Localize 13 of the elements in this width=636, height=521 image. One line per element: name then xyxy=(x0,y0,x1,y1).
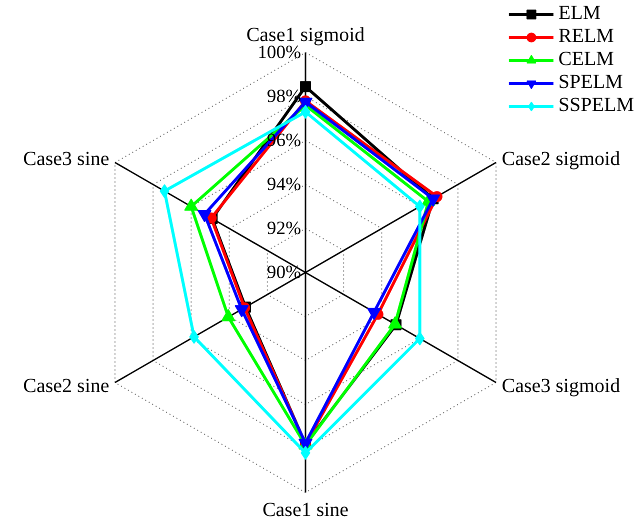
legend-label: SSPELM xyxy=(558,94,634,117)
spoke-label: Case2 sine xyxy=(23,374,110,397)
legend-label: CELM xyxy=(558,48,614,71)
y-tick-label: 90% xyxy=(266,262,302,283)
spoke-label: Case3 sine xyxy=(23,148,110,170)
spoke-label: Case3 sigmoid xyxy=(502,374,620,397)
y-tick-label: 94% xyxy=(266,174,302,195)
legend-label: ELM xyxy=(558,2,601,25)
y-tick-label: 92% xyxy=(266,218,302,239)
legend-label: RELM xyxy=(558,25,614,48)
spoke-label: Case1 sine xyxy=(262,499,349,521)
spoke-label: Case2 sigmoid xyxy=(502,148,620,170)
legend-label: SPELM xyxy=(558,71,623,94)
